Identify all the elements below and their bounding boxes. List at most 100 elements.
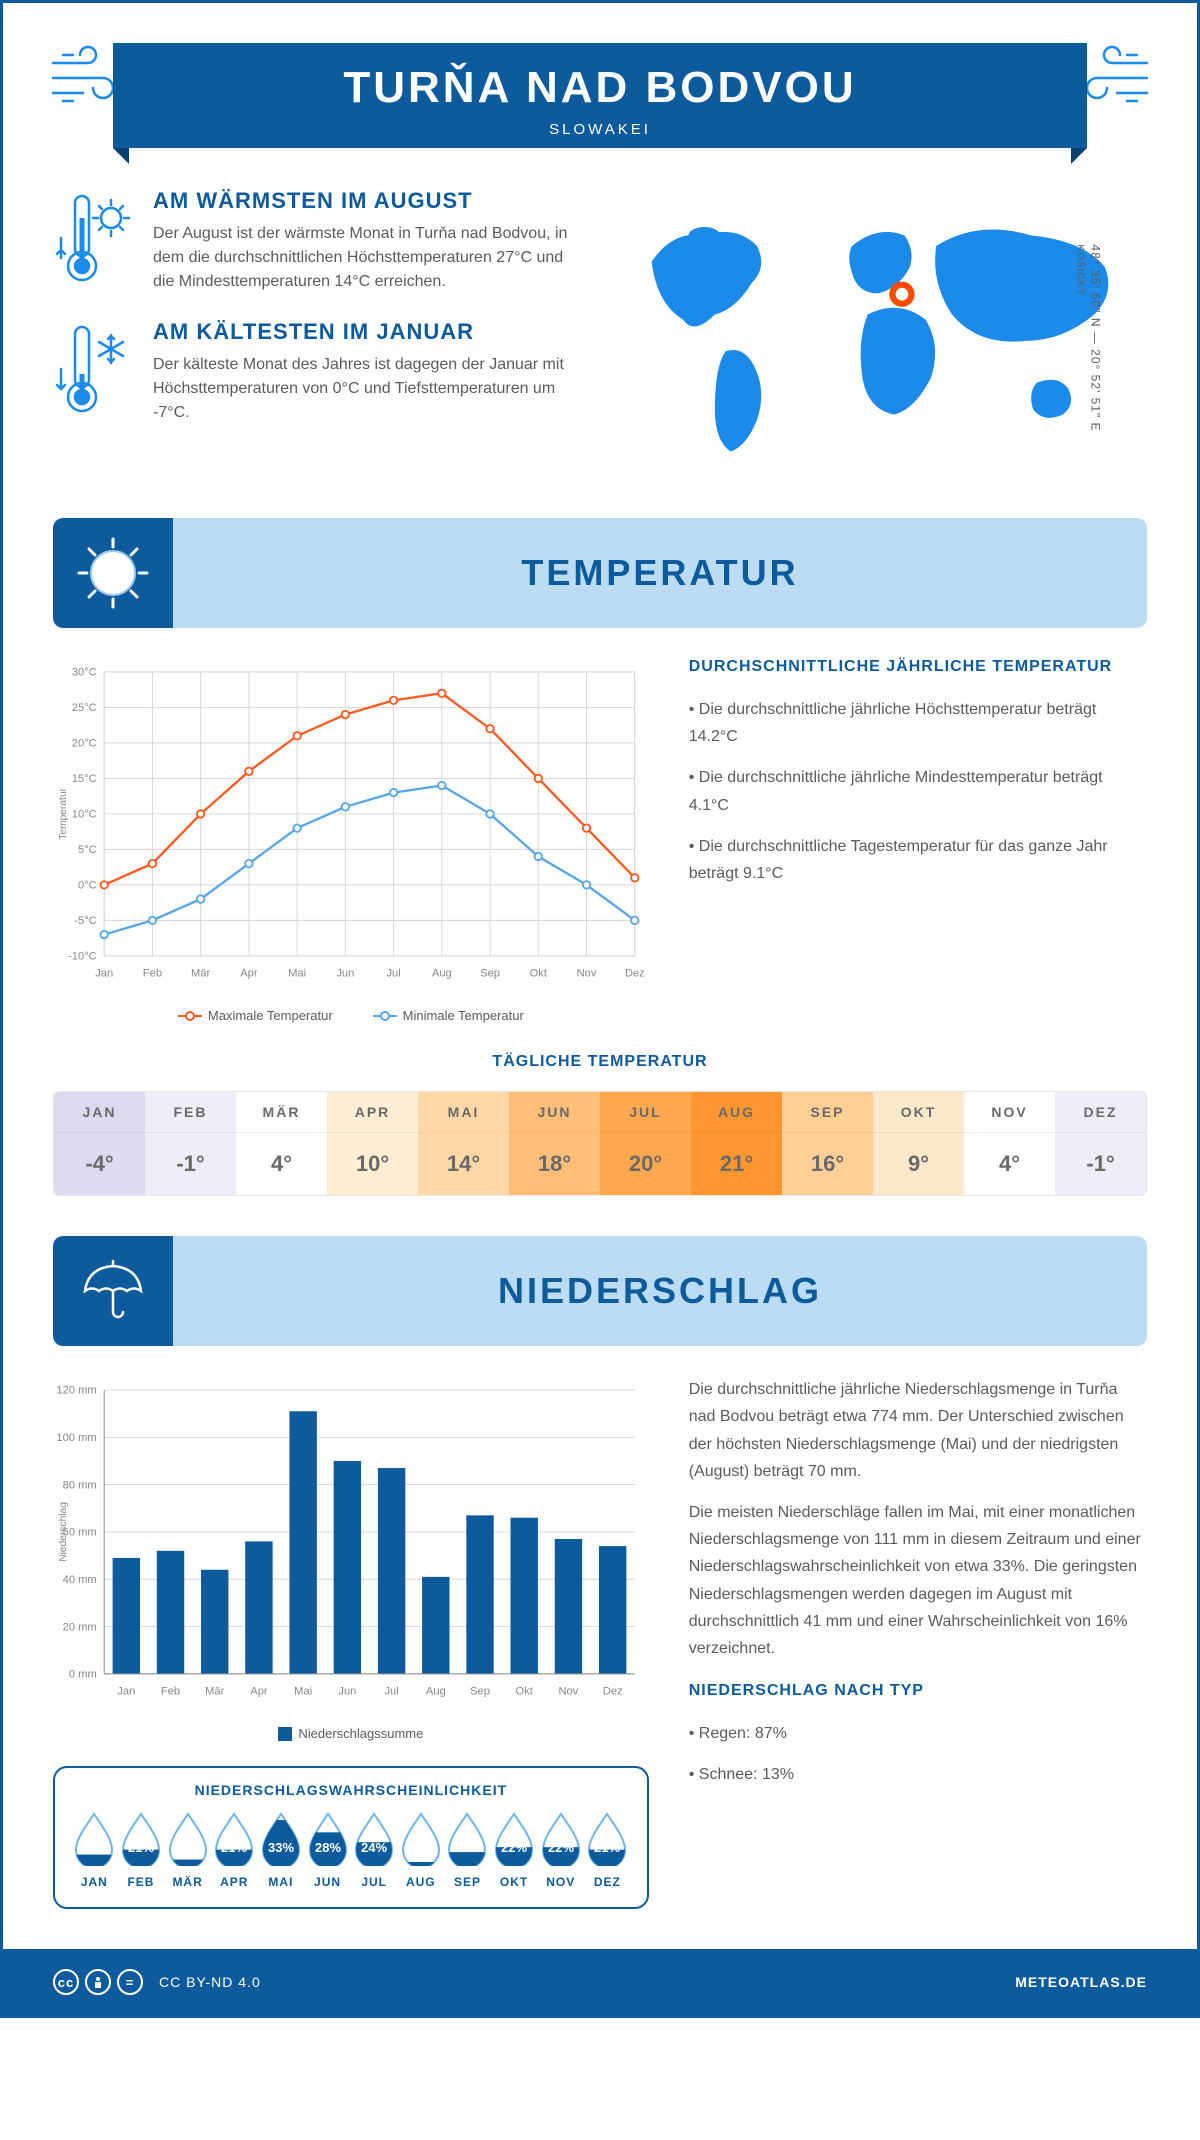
svg-text:Okt: Okt: [530, 967, 548, 979]
coldest-block: AM KÄLTESTEN IM JANUAR Der kälteste Mona…: [53, 319, 580, 425]
precip-drop: 19% JAN: [73, 1812, 116, 1889]
svg-text:Temperatur: Temperatur: [58, 788, 69, 840]
intro-section: AM WÄRMSTEN IM AUGUST Der August ist der…: [53, 188, 1147, 488]
svg-text:-10°C: -10°C: [68, 951, 97, 963]
precip-drop: 20% SEP: [446, 1812, 489, 1889]
svg-text:Jan: Jan: [117, 1686, 135, 1698]
svg-text:100 mm: 100 mm: [56, 1432, 96, 1444]
svg-text:15°C: 15°C: [72, 773, 97, 785]
site-name: METEOATLAS.DE: [1015, 1974, 1147, 1990]
svg-text:Jan: Jan: [95, 967, 113, 979]
svg-text:Dez: Dez: [625, 967, 645, 979]
infographic-page: TURŇA NAD BODVOU SLOWAKEI AM WÄRMSTEN IM…: [0, 0, 1200, 2018]
daily-temp-heading: TÄGLICHE TEMPERATUR: [53, 1053, 1147, 1071]
svg-text:Jun: Jun: [338, 1686, 356, 1698]
svg-text:Okt: Okt: [516, 1686, 534, 1698]
sun-icon: [53, 518, 173, 628]
svg-text:Jul: Jul: [384, 1686, 398, 1698]
svg-text:22%: 22%: [501, 1840, 527, 1855]
svg-text:Nov: Nov: [559, 1686, 579, 1698]
svg-text:-5°C: -5°C: [74, 915, 96, 927]
svg-text:Aug: Aug: [432, 967, 452, 979]
warmest-body: Der August ist der wärmste Monat in Turň…: [153, 222, 580, 294]
precip-drop: 21% FEB: [120, 1812, 163, 1889]
section-title-temperature: TEMPERATUR: [173, 552, 1147, 594]
svg-text:40 mm: 40 mm: [63, 1574, 97, 1586]
svg-text:Apr: Apr: [250, 1686, 268, 1698]
svg-text:22%: 22%: [548, 1840, 574, 1855]
svg-text:Apr: Apr: [240, 967, 258, 979]
precip-drop: 22% NOV: [539, 1812, 582, 1889]
precip-type-list: • Regen: 87%• Schnee: 13%: [689, 1720, 1147, 1788]
section-title-precipitation: NIEDERSCHLAG: [173, 1270, 1147, 1312]
warmest-block: AM WÄRMSTEN IM AUGUST Der August ist der…: [53, 188, 580, 294]
precip-drop: 33% MAI: [260, 1812, 303, 1889]
header-banner: TURŇA NAD BODVOU SLOWAKEI: [113, 43, 1087, 148]
svg-text:Mär: Mär: [191, 967, 210, 979]
svg-text:21%: 21%: [594, 1840, 620, 1855]
umbrella-icon: [53, 1236, 173, 1346]
precipitation-legend: Niederschlagssumme: [53, 1726, 649, 1741]
precip-drop: 22% OKT: [493, 1812, 536, 1889]
precipitation-chart-row: 0 mm20 mm40 mm60 mm80 mm100 mm120 mmJanF…: [53, 1376, 1147, 1909]
footer: cc = CC BY-ND 4.0 METEOATLAS.DE: [3, 1949, 1197, 2015]
svg-text:19%: 19%: [81, 1840, 107, 1855]
world-map: 48° 35' 60" N — 20° 52' 51" E KOŠICKÝ: [620, 188, 1147, 488]
svg-text:33%: 33%: [268, 1840, 294, 1855]
svg-text:Dez: Dez: [603, 1686, 623, 1698]
svg-text:Feb: Feb: [143, 967, 162, 979]
precipitation-bar-chart: 0 mm20 mm40 mm60 mm80 mm100 mm120 mmJanF…: [53, 1376, 649, 1711]
precipitation-banner: NIEDERSCHLAG: [53, 1236, 1147, 1346]
svg-text:10°C: 10°C: [72, 809, 97, 821]
svg-text:Jul: Jul: [386, 967, 400, 979]
svg-text:28%: 28%: [315, 1840, 341, 1855]
page-title: TURŇA NAD BODVOU: [113, 63, 1087, 113]
svg-text:Mär: Mär: [205, 1686, 224, 1698]
coldest-body: Der kälteste Monat des Jahres ist dagege…: [153, 353, 580, 425]
by-icon: [85, 1969, 111, 1995]
precip-drop: 16% AUG: [399, 1812, 442, 1889]
cc-icon: cc: [53, 1969, 79, 1995]
precip-side-text: Die durchschnittliche jährliche Niedersc…: [689, 1376, 1147, 1662]
svg-text:21%: 21%: [221, 1840, 247, 1855]
warmest-heading: AM WÄRMSTEN IM AUGUST: [153, 188, 580, 214]
coldest-heading: AM KÄLTESTEN IM JANUAR: [153, 319, 580, 345]
temperature-chart-row: -10°C-5°C0°C5°C10°C15°C20°C25°C30°CJanFe…: [53, 658, 1147, 1023]
svg-text:Nov: Nov: [577, 967, 597, 979]
temperature-line-chart: -10°C-5°C0°C5°C10°C15°C20°C25°C30°CJanFe…: [53, 658, 649, 993]
svg-text:Niederschlag: Niederschlag: [58, 1502, 69, 1562]
svg-text:21%: 21%: [128, 1840, 154, 1855]
temperature-legend: Maximale TemperaturMinimale Temperatur: [53, 1008, 649, 1023]
nd-icon: =: [117, 1969, 143, 1995]
license-text: CC BY-ND 4.0: [159, 1974, 261, 1990]
svg-text:80 mm: 80 mm: [63, 1480, 97, 1492]
license-block: cc = CC BY-ND 4.0: [53, 1969, 261, 1995]
thermometer-cold-icon: [53, 319, 133, 425]
svg-text:Mai: Mai: [288, 967, 306, 979]
precip-drop: 21% APR: [213, 1812, 256, 1889]
svg-text:30°C: 30°C: [72, 667, 97, 679]
precip-drop: 24% JUL: [353, 1812, 396, 1889]
svg-text:Jun: Jun: [336, 967, 354, 979]
svg-text:Sep: Sep: [470, 1686, 490, 1698]
svg-text:16%: 16%: [408, 1840, 434, 1855]
svg-text:25°C: 25°C: [72, 702, 97, 714]
svg-text:17%: 17%: [175, 1840, 201, 1855]
svg-text:120 mm: 120 mm: [56, 1385, 96, 1397]
svg-text:20°C: 20°C: [72, 738, 97, 750]
svg-text:Sep: Sep: [480, 967, 500, 979]
svg-text:0 mm: 0 mm: [69, 1669, 97, 1681]
precip-prob-heading: NIEDERSCHLAGSWAHRSCHEINLICHKEIT: [73, 1782, 629, 1798]
precipitation-probability-box: NIEDERSCHLAGSWAHRSCHEINLICHKEIT 19% JAN …: [53, 1766, 649, 1909]
svg-text:Feb: Feb: [161, 1686, 180, 1698]
svg-text:0°C: 0°C: [78, 880, 97, 892]
page-subtitle: SLOWAKEI: [113, 121, 1087, 138]
thermometer-hot-icon: [53, 188, 133, 294]
svg-text:Mai: Mai: [294, 1686, 312, 1698]
precip-drop: 21% DEZ: [586, 1812, 629, 1889]
svg-text:Aug: Aug: [426, 1686, 446, 1698]
svg-text:20%: 20%: [454, 1840, 480, 1855]
svg-text:24%: 24%: [361, 1840, 387, 1855]
temp-side-bullets: • Die durchschnittliche jährliche Höchst…: [689, 696, 1147, 887]
precip-type-heading: NIEDERSCHLAG NACH TYP: [689, 1682, 1147, 1700]
